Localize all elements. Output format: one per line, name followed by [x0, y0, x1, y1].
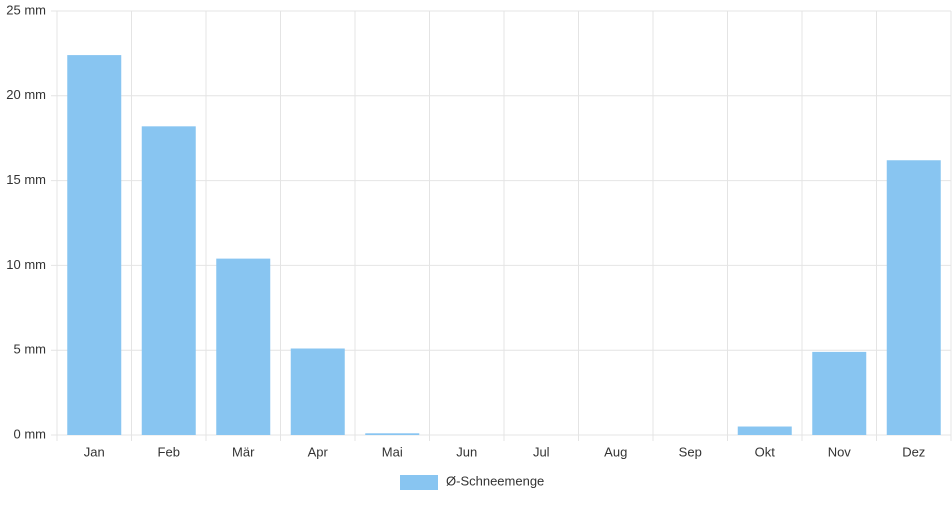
x-tick-label: Feb: [158, 444, 180, 459]
y-tick-label: 0 mm: [14, 426, 47, 441]
y-tick-label: 15 mm: [6, 172, 46, 187]
bar: [737, 426, 792, 435]
x-tick-label: Dez: [902, 444, 925, 459]
x-tick-label: Jun: [456, 444, 477, 459]
x-tick-label: Jan: [84, 444, 105, 459]
x-tick-label: Apr: [308, 444, 329, 459]
legend-label: Ø-Schneemenge: [446, 473, 544, 488]
bar: [141, 126, 196, 435]
bar: [216, 258, 271, 435]
x-tick-label: Aug: [604, 444, 627, 459]
y-tick-label: 20 mm: [6, 87, 46, 102]
bar: [886, 160, 941, 436]
legend-swatch: [400, 475, 438, 490]
bar: [365, 433, 420, 435]
y-tick-label: 25 mm: [6, 2, 46, 17]
y-tick-label: 5 mm: [14, 342, 47, 357]
x-tick-label: Sep: [679, 444, 702, 459]
x-tick-label: Okt: [755, 444, 776, 459]
x-tick-label: Mai: [382, 444, 403, 459]
x-tick-label: Nov: [828, 444, 852, 459]
bar: [290, 348, 345, 435]
x-tick-label: Jul: [533, 444, 550, 459]
y-tick-label: 10 mm: [6, 257, 46, 272]
x-tick-label: Mär: [232, 444, 255, 459]
bar: [812, 351, 867, 435]
bar: [67, 55, 122, 435]
